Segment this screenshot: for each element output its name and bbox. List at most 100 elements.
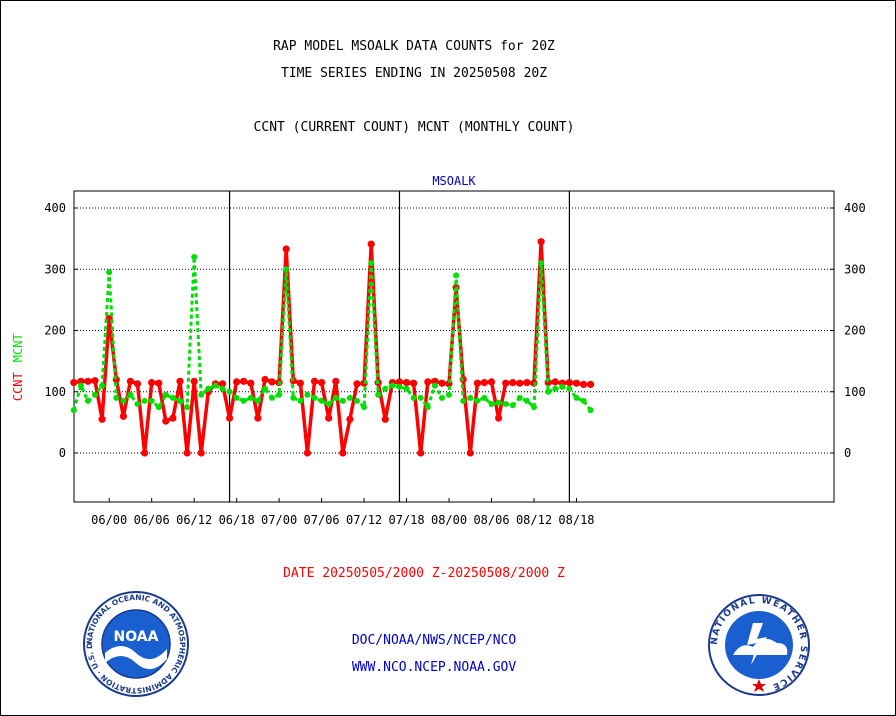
data-point-mcnt	[538, 260, 545, 267]
y-tick-label-right: 100	[844, 385, 866, 399]
data-point-ccnt	[162, 417, 170, 425]
data-point-ccnt	[523, 379, 531, 387]
time-series-chart: 0 0 100 100 200 200 300 300 400 400 06/00 06/06 06/1…	[11, 174, 866, 527]
data-point-ccnt	[367, 240, 375, 248]
data-point-mcnt	[247, 394, 254, 401]
data-point-ccnt	[516, 379, 524, 387]
data-point-ccnt	[332, 377, 340, 385]
data-point-mcnt	[467, 394, 474, 401]
data-point-ccnt	[565, 379, 574, 387]
noaa-logo: NATIONAL OCEANIC AND ATMOSPHERIC ADMINIS…	[81, 589, 189, 697]
data-point-mcnt	[106, 269, 113, 276]
data-point-mcnt	[580, 397, 587, 404]
data-point-ccnt	[473, 379, 481, 387]
data-point-mcnt	[332, 394, 339, 401]
data-point-ccnt	[580, 380, 588, 388]
data-point-mcnt	[269, 394, 275, 401]
chart-legend-description: CCNT (CURRENT COUNT) MCNT (MONTHLY COUNT…	[253, 120, 575, 135]
data-point-mcnt	[375, 391, 382, 398]
data-point-ccnt	[410, 379, 418, 387]
y-axis-label-group: CCNTMCNT	[11, 333, 25, 401]
data-point-mcnt	[382, 385, 389, 392]
data-point-ccnt	[226, 414, 234, 422]
data-point-ccnt	[240, 377, 248, 385]
data-point-ccnt	[247, 379, 255, 387]
data-point-mcnt	[127, 391, 134, 398]
data-point-mcnt	[155, 404, 162, 411]
data-point-ccnt	[480, 379, 488, 387]
data-point-mcnt	[141, 397, 148, 404]
data-point-ccnt	[197, 449, 205, 457]
data-point-ccnt	[325, 414, 333, 422]
data-point-mcnt	[453, 272, 460, 279]
data-point-mcnt	[396, 383, 403, 390]
data-point-mcnt	[509, 402, 516, 409]
data-point-mcnt	[325, 401, 332, 407]
data-point-ccnt	[303, 449, 311, 457]
x-tick-label: 06/18	[219, 513, 255, 527]
data-point-ccnt	[254, 414, 262, 422]
y-tick-label-right: 200	[844, 324, 866, 338]
y-axis-label: CCNTMCNT	[11, 333, 25, 401]
data-point-ccnt	[296, 379, 304, 387]
x-tick-label: 06/06	[134, 513, 170, 527]
website-link[interactable]: WWW.NCO.NCEP.NOAA.GOV	[351, 660, 517, 675]
data-point-mcnt	[361, 404, 368, 411]
y-tick-label-left: 0	[59, 446, 66, 460]
data-point-ccnt	[176, 377, 184, 385]
data-point-ccnt	[169, 414, 177, 422]
x-tick-label: 07/12	[346, 513, 382, 527]
data-point-mcnt	[226, 388, 233, 395]
data-point-mcnt	[85, 397, 91, 404]
series-line-ccnt	[73, 239, 591, 455]
data-point-ccnt	[403, 379, 411, 387]
data-point-mcnt	[431, 382, 438, 389]
y-tick-label-left: 400	[44, 201, 66, 215]
data-point-ccnt	[183, 449, 191, 457]
y-tick-label-left: 100	[44, 385, 66, 399]
noaa-logo-text: NOAA	[114, 629, 159, 645]
y-tick-label-right: 0	[844, 446, 851, 460]
org-path-link[interactable]: DOC/NOAA/NWS/NCEP/NCO	[351, 633, 517, 648]
data-point-mcnt	[92, 391, 98, 398]
data-point-ccnt	[395, 378, 404, 386]
chart-title: RAP MODEL MSOALK DATA COUNTS for 20Z	[273, 39, 555, 54]
data-point-mcnt	[99, 382, 106, 389]
data-point-ccnt	[572, 379, 581, 387]
data-point-mcnt	[481, 394, 488, 401]
data-point-mcnt	[460, 397, 467, 404]
data-point-ccnt	[487, 378, 496, 386]
data-point-mcnt	[262, 385, 268, 392]
data-point-ccnt	[84, 377, 92, 385]
data-point-mcnt	[495, 399, 502, 406]
data-point-mcnt	[212, 382, 219, 389]
data-point-ccnt	[91, 377, 99, 385]
data-point-ccnt	[502, 379, 510, 387]
data-point-mcnt	[339, 397, 346, 404]
data-point-mcnt	[587, 407, 594, 414]
data-point-ccnt	[509, 379, 517, 387]
data-point-mcnt	[559, 383, 566, 390]
data-point-mcnt	[205, 385, 212, 392]
data-point-mcnt	[254, 397, 261, 404]
data-point-mcnt	[523, 397, 530, 404]
data-point-mcnt	[148, 397, 155, 404]
data-point-mcnt	[502, 401, 509, 407]
data-point-ccnt	[346, 415, 354, 423]
data-point-mcnt	[169, 394, 176, 401]
data-point-ccnt	[431, 377, 439, 385]
data-point-ccnt	[126, 377, 134, 385]
data-point-mcnt	[297, 397, 304, 404]
data-point-mcnt	[410, 394, 417, 401]
data-point-mcnt	[283, 266, 290, 273]
data-point-mcnt	[318, 397, 325, 404]
data-point-mcnt	[134, 401, 141, 407]
data-point-mcnt	[545, 388, 552, 395]
x-tick-label: 08/18	[558, 513, 594, 527]
data-point-mcnt	[219, 385, 226, 392]
data-point-mcnt	[70, 407, 77, 414]
data-point-mcnt	[184, 404, 191, 411]
x-tick-label: 07/06	[304, 513, 340, 527]
x-tick-label: 08/06	[473, 513, 509, 527]
